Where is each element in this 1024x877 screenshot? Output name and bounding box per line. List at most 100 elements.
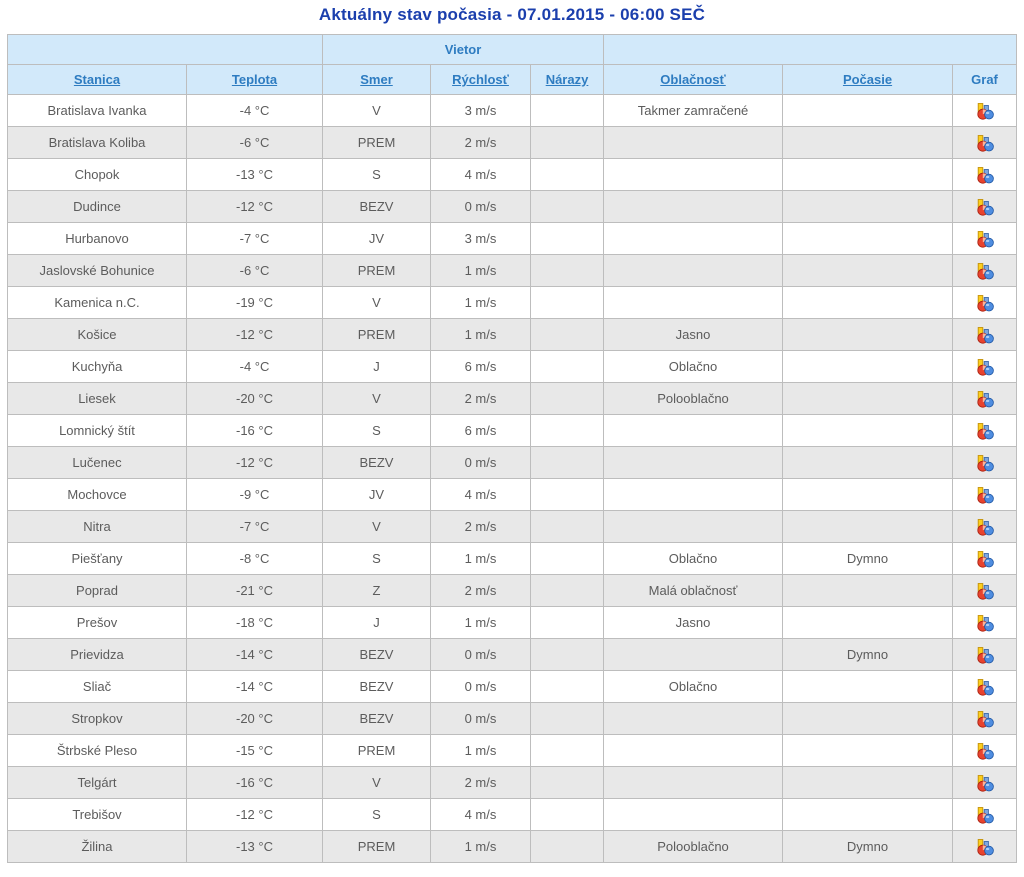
vietor-label: Vietor [444,42,482,57]
sort-link-pocasie[interactable]: Počasie [842,72,893,87]
cell-oblacnost [603,478,784,511]
cell-pocasie [782,702,954,735]
cell-rychlost: 0 m/s [430,446,531,479]
chart-icon[interactable] [976,166,994,184]
cell-stanica: Mochovce [7,478,187,511]
group-header-empty-left [7,34,323,65]
cell-smer: BEZV [322,446,431,479]
chart-icon[interactable] [976,838,994,856]
cell-stanica: Stropkov [7,702,187,735]
cell-narazy [529,158,605,191]
sort-link-narazy[interactable]: Nárazy [545,72,589,87]
cell-pocasie [782,414,954,447]
chart-icon[interactable] [976,774,994,792]
chart-icon[interactable] [976,102,994,120]
chart-icon[interactable] [976,326,994,344]
cell-pocasie [782,254,954,287]
cell-teplota: -13 °C [186,158,323,191]
cell-oblacnost: Malá oblačnosť [603,574,784,607]
cell-oblacnost: Polooblačno [603,382,784,415]
chart-icon[interactable] [976,678,994,696]
column-header-stanica: Stanica [7,64,187,95]
cell-narazy [529,318,605,351]
cell-oblacnost [603,286,784,319]
table-row: Mochovce -9 °C JV 4 m/s [7,478,1018,511]
group-header-row: Vietor [7,34,1018,65]
cell-smer: V [322,286,431,319]
cell-rychlost: 2 m/s [430,574,531,607]
cell-graf [952,542,1018,575]
cell-pocasie [782,318,954,351]
cell-teplota: -7 °C [186,510,323,543]
cell-stanica: Kuchyňa [7,350,187,383]
cell-stanica: Prievidza [7,638,187,671]
cell-smer: JV [322,222,431,255]
cell-pocasie [782,606,954,639]
cell-narazy [529,670,605,703]
cell-graf [952,190,1018,223]
table-row: Bratislava Ivanka -4 °C V 3 m/s Takmer z… [7,94,1018,127]
cell-teplota: -8 °C [186,542,323,575]
sort-link-rychlost[interactable]: Rýchlosť [452,72,509,87]
cell-oblacnost: Jasno [603,318,784,351]
table-row: Lomnický štít -16 °C S 6 m/s [7,414,1018,447]
cell-graf [952,382,1018,415]
cell-pocasie [782,158,954,191]
chart-icon[interactable] [976,550,994,568]
cell-teplota: -12 °C [186,446,323,479]
chart-icon[interactable] [976,134,994,152]
cell-oblacnost [603,222,784,255]
cell-oblacnost: Takmer zamračené [603,94,784,127]
cell-pocasie: Dymno [782,830,954,863]
group-header-empty-right [603,34,1018,65]
cell-rychlost: 1 m/s [430,734,531,767]
cell-stanica: Chopok [7,158,187,191]
cell-rychlost: 2 m/s [430,126,531,159]
chart-icon[interactable] [976,198,994,216]
chart-icon[interactable] [976,614,994,632]
cell-oblacnost [603,158,784,191]
sort-link-stanica[interactable]: Stanica [73,72,121,87]
column-header-pocasie: Počasie [782,64,954,95]
cell-stanica: Prešov [7,606,187,639]
cell-stanica: Štrbské Pleso [7,734,187,767]
chart-icon[interactable] [976,390,994,408]
chart-icon[interactable] [976,486,994,504]
chart-icon[interactable] [976,646,994,664]
sort-link-teplota[interactable]: Teplota [231,72,278,87]
cell-pocasie: Dymno [782,638,954,671]
cell-narazy [529,638,605,671]
cell-smer: PREM [322,318,431,351]
cell-narazy [529,350,605,383]
cell-narazy [529,542,605,575]
chart-icon[interactable] [976,582,994,600]
chart-icon[interactable] [976,806,994,824]
cell-graf [952,510,1018,543]
sort-link-smer[interactable]: Smer [360,72,393,87]
chart-icon[interactable] [976,710,994,728]
column-header-oblacnost: Oblačnosť [603,64,784,95]
cell-graf [952,478,1018,511]
cell-teplota: -20 °C [186,702,323,735]
chart-icon[interactable] [976,358,994,376]
chart-icon[interactable] [976,294,994,312]
cell-pocasie [782,190,954,223]
table-row: Hurbanovo -7 °C JV 3 m/s [7,222,1018,255]
cell-rychlost: 2 m/s [430,510,531,543]
cell-stanica: Telgárt [7,766,187,799]
cell-graf [952,446,1018,479]
column-header-row: Stanica Teplota Smer Rýchlosť Nárazy Obl… [7,64,1018,95]
chart-icon[interactable] [976,262,994,280]
chart-icon[interactable] [976,518,994,536]
cell-graf [952,318,1018,351]
cell-rychlost: 2 m/s [430,382,531,415]
chart-icon[interactable] [976,454,994,472]
chart-icon[interactable] [976,230,994,248]
sort-link-oblacnost[interactable]: Oblačnosť [660,72,726,87]
chart-icon[interactable] [976,742,994,760]
cell-teplota: -13 °C [186,830,323,863]
cell-rychlost: 4 m/s [430,158,531,191]
table-row: Žilina -13 °C PREM 1 m/s Polooblačno Dym… [7,830,1018,863]
chart-icon[interactable] [976,422,994,440]
table-row: Lučenec -12 °C BEZV 0 m/s [7,446,1018,479]
